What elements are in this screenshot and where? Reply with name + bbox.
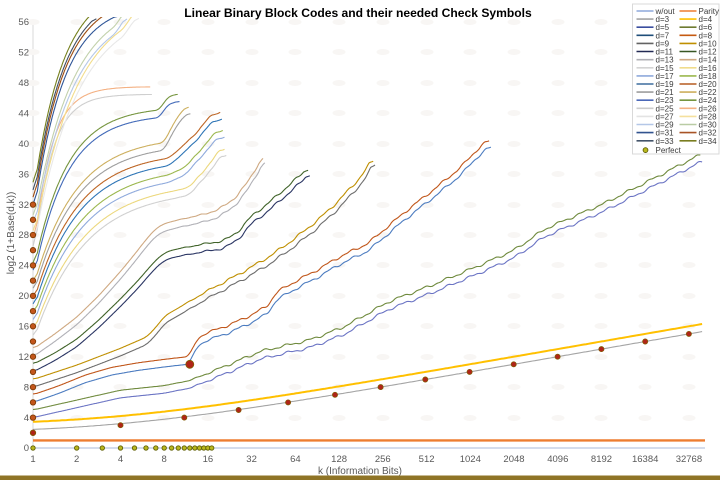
- svg-text:d=27: d=27: [656, 112, 675, 121]
- svg-text:8: 8: [24, 382, 29, 393]
- svg-text:Linear Binary Block Codes and: Linear Binary Block Codes and their need…: [184, 6, 532, 20]
- svg-text:d=11: d=11: [656, 48, 674, 57]
- svg-text:d=25: d=25: [656, 104, 675, 113]
- svg-text:16: 16: [203, 454, 214, 465]
- svg-text:20: 20: [18, 291, 29, 302]
- svg-text:w/out: w/out: [655, 7, 676, 16]
- svg-text:d=29: d=29: [656, 121, 675, 130]
- svg-text:32: 32: [18, 200, 29, 211]
- svg-text:56: 56: [18, 17, 29, 28]
- svg-text:24: 24: [18, 261, 29, 272]
- svg-text:4096: 4096: [547, 454, 568, 465]
- svg-text:d=9: d=9: [656, 39, 670, 48]
- svg-text:d=12: d=12: [699, 48, 718, 57]
- svg-text:2: 2: [74, 454, 79, 465]
- svg-text:8: 8: [162, 454, 167, 465]
- svg-text:d=4: d=4: [699, 15, 713, 24]
- svg-text:36: 36: [18, 169, 29, 180]
- svg-text:4: 4: [24, 413, 29, 424]
- svg-text:d=6: d=6: [699, 23, 713, 32]
- svg-text:d=23: d=23: [656, 96, 675, 105]
- svg-text:d=28: d=28: [699, 112, 718, 121]
- svg-text:512: 512: [419, 454, 435, 465]
- svg-text:8192: 8192: [591, 454, 612, 465]
- svg-text:48: 48: [18, 78, 29, 89]
- svg-text:16: 16: [18, 322, 29, 333]
- svg-text:k (Information Bits): k (Information Bits): [318, 466, 402, 477]
- svg-text:d=19: d=19: [656, 80, 675, 89]
- svg-text:1024: 1024: [460, 454, 481, 465]
- svg-text:d=33: d=33: [656, 137, 675, 146]
- svg-text:d=21: d=21: [656, 88, 675, 97]
- svg-text:d=5: d=5: [656, 23, 670, 32]
- svg-text:d=13: d=13: [656, 56, 675, 65]
- svg-text:2048: 2048: [503, 454, 524, 465]
- svg-text:52: 52: [18, 48, 29, 59]
- svg-text:d=22: d=22: [699, 88, 718, 97]
- svg-text:32768: 32768: [676, 454, 702, 465]
- svg-text:Parity: Parity: [699, 7, 719, 16]
- svg-text:d=15: d=15: [656, 64, 675, 73]
- svg-text:d=24: d=24: [699, 96, 718, 105]
- svg-text:d=17: d=17: [656, 72, 675, 81]
- svg-text:d=8: d=8: [699, 31, 713, 40]
- svg-text:d=32: d=32: [699, 129, 718, 138]
- svg-text:12: 12: [18, 352, 29, 363]
- svg-text:d=30: d=30: [699, 121, 718, 130]
- svg-text:d=10: d=10: [699, 39, 718, 48]
- svg-text:d=14: d=14: [699, 56, 718, 65]
- svg-text:256: 256: [375, 454, 391, 465]
- svg-text:16384: 16384: [632, 454, 658, 465]
- svg-text:0: 0: [24, 443, 29, 454]
- svg-text:d=7: d=7: [656, 31, 670, 40]
- svg-text:d=3: d=3: [656, 15, 670, 24]
- svg-text:64: 64: [290, 454, 301, 465]
- svg-text:44: 44: [18, 109, 29, 120]
- svg-text:28: 28: [18, 230, 29, 241]
- svg-text:d=20: d=20: [699, 80, 718, 89]
- svg-text:4: 4: [118, 454, 123, 465]
- svg-text:32: 32: [246, 454, 257, 465]
- svg-text:Perfect: Perfect: [656, 146, 682, 155]
- svg-text:d=18: d=18: [699, 72, 718, 81]
- svg-text:d=26: d=26: [699, 104, 718, 113]
- svg-text:d=16: d=16: [699, 64, 718, 73]
- svg-text:128: 128: [331, 454, 347, 465]
- svg-text:d=34: d=34: [699, 137, 718, 146]
- svg-text:40: 40: [18, 139, 29, 150]
- svg-text:1: 1: [30, 454, 35, 465]
- svg-text:d=31: d=31: [656, 129, 675, 138]
- svg-text:log2 (1+Base(d,k)): log2 (1+Base(d,k)): [6, 192, 17, 275]
